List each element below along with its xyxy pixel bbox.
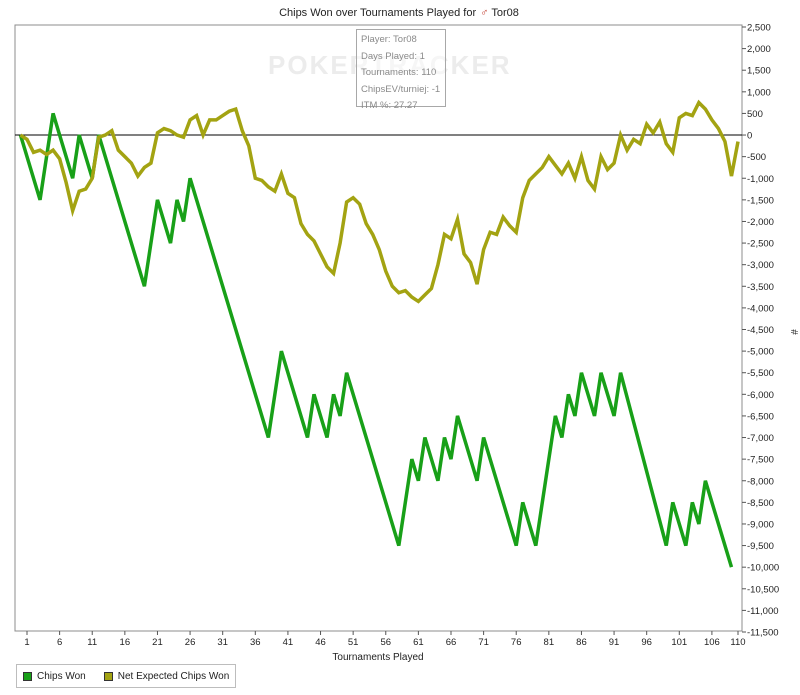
- y-tick-label: 2,000: [747, 44, 771, 55]
- x-tick-label: 26: [185, 637, 196, 648]
- legend-swatch: [103, 671, 113, 681]
- x-tick-label: 16: [120, 637, 131, 648]
- x-tick-label: 66: [446, 637, 457, 648]
- x-tick-label: 1: [24, 637, 29, 648]
- y-tick-label: -5,500: [747, 368, 774, 379]
- x-tick-label: 101: [671, 637, 687, 648]
- y-tick-label: -4,500: [747, 325, 774, 336]
- x-axis-title: Tournaments Played: [332, 652, 423, 663]
- x-tick-label: 21: [152, 637, 163, 648]
- player-icon: ♂: [480, 7, 488, 19]
- y-tick-label: -9,000: [747, 519, 774, 530]
- series-line-chips-won: [18, 112, 734, 568]
- x-tick-label: 76: [511, 637, 522, 648]
- y-tick-label: -11,000: [747, 606, 779, 617]
- y-tick-label: -9,500: [747, 541, 774, 552]
- x-tick-label: 81: [544, 637, 555, 648]
- y-tick-label: -7,500: [747, 455, 774, 466]
- y-tick-label: -8,000: [747, 476, 774, 487]
- y-tick-label: -8,500: [747, 498, 774, 509]
- y-tick-label: -500: [747, 152, 766, 163]
- y-tick-label: -7,000: [747, 433, 774, 444]
- y-tick-label: 500: [747, 109, 763, 120]
- x-tick-label: 41: [283, 637, 294, 648]
- legend: Chips Won Net Expected Chips Won: [16, 664, 237, 688]
- y-tick-label: -1,000: [747, 174, 774, 185]
- legend-item-net-expected[interactable]: Net Expected Chips Won: [103, 670, 230, 682]
- legend-item-chips-won[interactable]: Chips Won: [23, 671, 86, 682]
- plot-area: [14, 24, 743, 632]
- chart-title-player: Tor08: [491, 7, 519, 19]
- chart-title: Chips Won over Tournaments Played for ♂ To…: [279, 7, 519, 19]
- legend-swatch: [23, 671, 32, 681]
- x-tick-label: 96: [641, 637, 652, 648]
- y-tick-label: 0: [747, 131, 752, 142]
- y-tick-label: -6,000: [747, 390, 774, 401]
- y-tick-label: 1,000: [747, 87, 771, 98]
- legend-label: Net Expected Chips Won: [117, 670, 230, 682]
- y-tick-label: -1,500: [747, 195, 774, 206]
- x-tick-label: 71: [478, 637, 489, 648]
- x-tick-label: 56: [380, 637, 391, 648]
- y-tick-label: -2,500: [747, 239, 774, 250]
- y-tick-label: 2,500: [747, 23, 771, 34]
- y-tick-label: -5,000: [747, 347, 774, 358]
- tooltip-player: Player: Tor08: [361, 34, 417, 45]
- y-tick-label: -2,000: [747, 217, 774, 228]
- y-tick-label: -6,500: [747, 411, 774, 422]
- y-tick-label: 1,500: [747, 66, 771, 77]
- x-tick-label: 91: [609, 637, 620, 648]
- y-tick-label: -10,500: [747, 584, 779, 595]
- tooltip-tournaments: Tournaments: 110: [361, 67, 437, 78]
- y-axis: 2,500 2,000 1,500 1,000 500 0 -500 -1,000 -1,500…: [742, 23, 779, 639]
- x-tick-label: 51: [348, 637, 359, 648]
- x-tick-label: 36: [250, 637, 261, 648]
- x-tick-label: 61: [413, 637, 424, 648]
- x-tick-label: 106: [704, 637, 720, 648]
- x-tick-label: 46: [315, 637, 326, 648]
- y-tick-label: -3,000: [747, 260, 774, 271]
- x-axis: 1 6 11 16 21 26 31 36 41 46 51 56 61 66 71 76 81 86 91 96 10…: [24, 631, 746, 648]
- series-layer: [18, 99, 740, 568]
- y-tick-label: -10,000: [747, 563, 779, 574]
- x-tick-label: 110: [730, 637, 745, 648]
- legend-label: Chips Won: [37, 670, 86, 682]
- y-tick-label: -4,000: [747, 303, 774, 314]
- x-tick-label: 6: [57, 637, 62, 648]
- x-tick-label: 31: [217, 637, 228, 648]
- series-line-net-expected-chips-won: [19, 99, 740, 304]
- x-tick-label: 11: [87, 637, 97, 648]
- tooltip-itm: ITM %: 27.27: [361, 100, 418, 111]
- tooltip: Player: Tor08 Days Played: 1 Tournaments…: [356, 29, 446, 111]
- y-axis-title: #: [788, 329, 799, 335]
- y-tick-label: -3,500: [747, 282, 774, 293]
- tooltip-days: Days Played: 1: [361, 50, 425, 62]
- x-tick-label: 86: [576, 637, 587, 648]
- y-tick-label: -11,500: [747, 628, 779, 639]
- tooltip-chipsev: ChipsEV/turniej: -1: [361, 83, 441, 95]
- chart-title-prefix: Chips Won over Tournaments Played for: [279, 7, 476, 19]
